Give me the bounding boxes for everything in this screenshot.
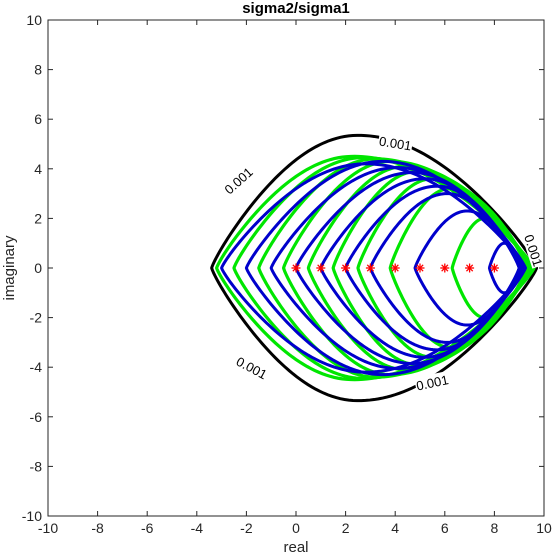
eigenvalue-marker-5	[415, 263, 425, 273]
contour-label-text: 0.001	[415, 372, 450, 393]
x-tick-label: 8	[491, 520, 499, 536]
x-tick-label: -8	[91, 520, 104, 536]
contour-label-bg	[220, 163, 256, 198]
y-axis-label: imaginary	[1, 235, 18, 301]
axis-ticks: -10 -8 -6 -4 -2 0 2 4 6 8 10 -10 -8 -6 -4 -2 0 2 4 6 8 10	[22, 12, 552, 536]
eigenvalue-marker-3	[365, 263, 375, 273]
x-tick-label: 6	[441, 520, 449, 536]
y-tick-label: -4	[30, 359, 43, 375]
contour-label-3: 0.001	[413, 370, 451, 394]
x-tick-label: -10	[38, 520, 58, 536]
eigenvalue-marker-7	[465, 263, 475, 273]
x-tick-label: -6	[141, 520, 154, 536]
eigenvalue-marker-0	[291, 263, 301, 273]
contour-label-text: 0.001	[378, 134, 412, 154]
chart-title: sigma2/sigma1	[242, 0, 350, 17]
eigenvalue-marker-6	[440, 263, 450, 273]
y-tick-label: 0	[34, 260, 42, 276]
green-curve-8	[450, 216, 529, 320]
eigenvalue-marker-2	[341, 263, 351, 273]
eigenvalue-marker-4	[390, 263, 400, 273]
y-tick-label: 6	[34, 111, 42, 127]
eigenvalue-marker-8	[489, 263, 499, 273]
x-axis-label: real	[283, 539, 308, 556]
y-tick-label: 4	[34, 161, 42, 177]
y-tick-label: 10	[26, 12, 42, 28]
y-tick-label: 8	[34, 62, 42, 78]
y-tick-label: -6	[30, 409, 43, 425]
x-tick-label: 0	[292, 520, 300, 536]
contour-label-bg	[521, 231, 547, 269]
contour-label-bg	[233, 352, 271, 382]
x-tick-label: -4	[191, 520, 204, 536]
contour-line-0.001	[210, 133, 539, 403]
x-tick-label: 2	[342, 520, 350, 536]
y-tick-label: -8	[30, 458, 43, 474]
eigenvalue-marker-1	[316, 263, 326, 273]
x-tick-label: 10	[536, 520, 552, 536]
y-tick-label: -2	[30, 310, 43, 326]
blue-curve-7	[413, 209, 521, 327]
y-tick-label: 2	[34, 210, 42, 226]
contour-label-bg	[377, 132, 414, 153]
x-tick-label: 4	[391, 520, 399, 536]
blue-curve-8	[487, 241, 521, 295]
contour-label-bg	[413, 370, 451, 393]
green-curve-7	[388, 187, 530, 349]
contour-label-0: 0.001	[377, 132, 414, 154]
x-tick-label: -2	[240, 520, 253, 536]
y-tick-label: -10	[22, 508, 42, 524]
